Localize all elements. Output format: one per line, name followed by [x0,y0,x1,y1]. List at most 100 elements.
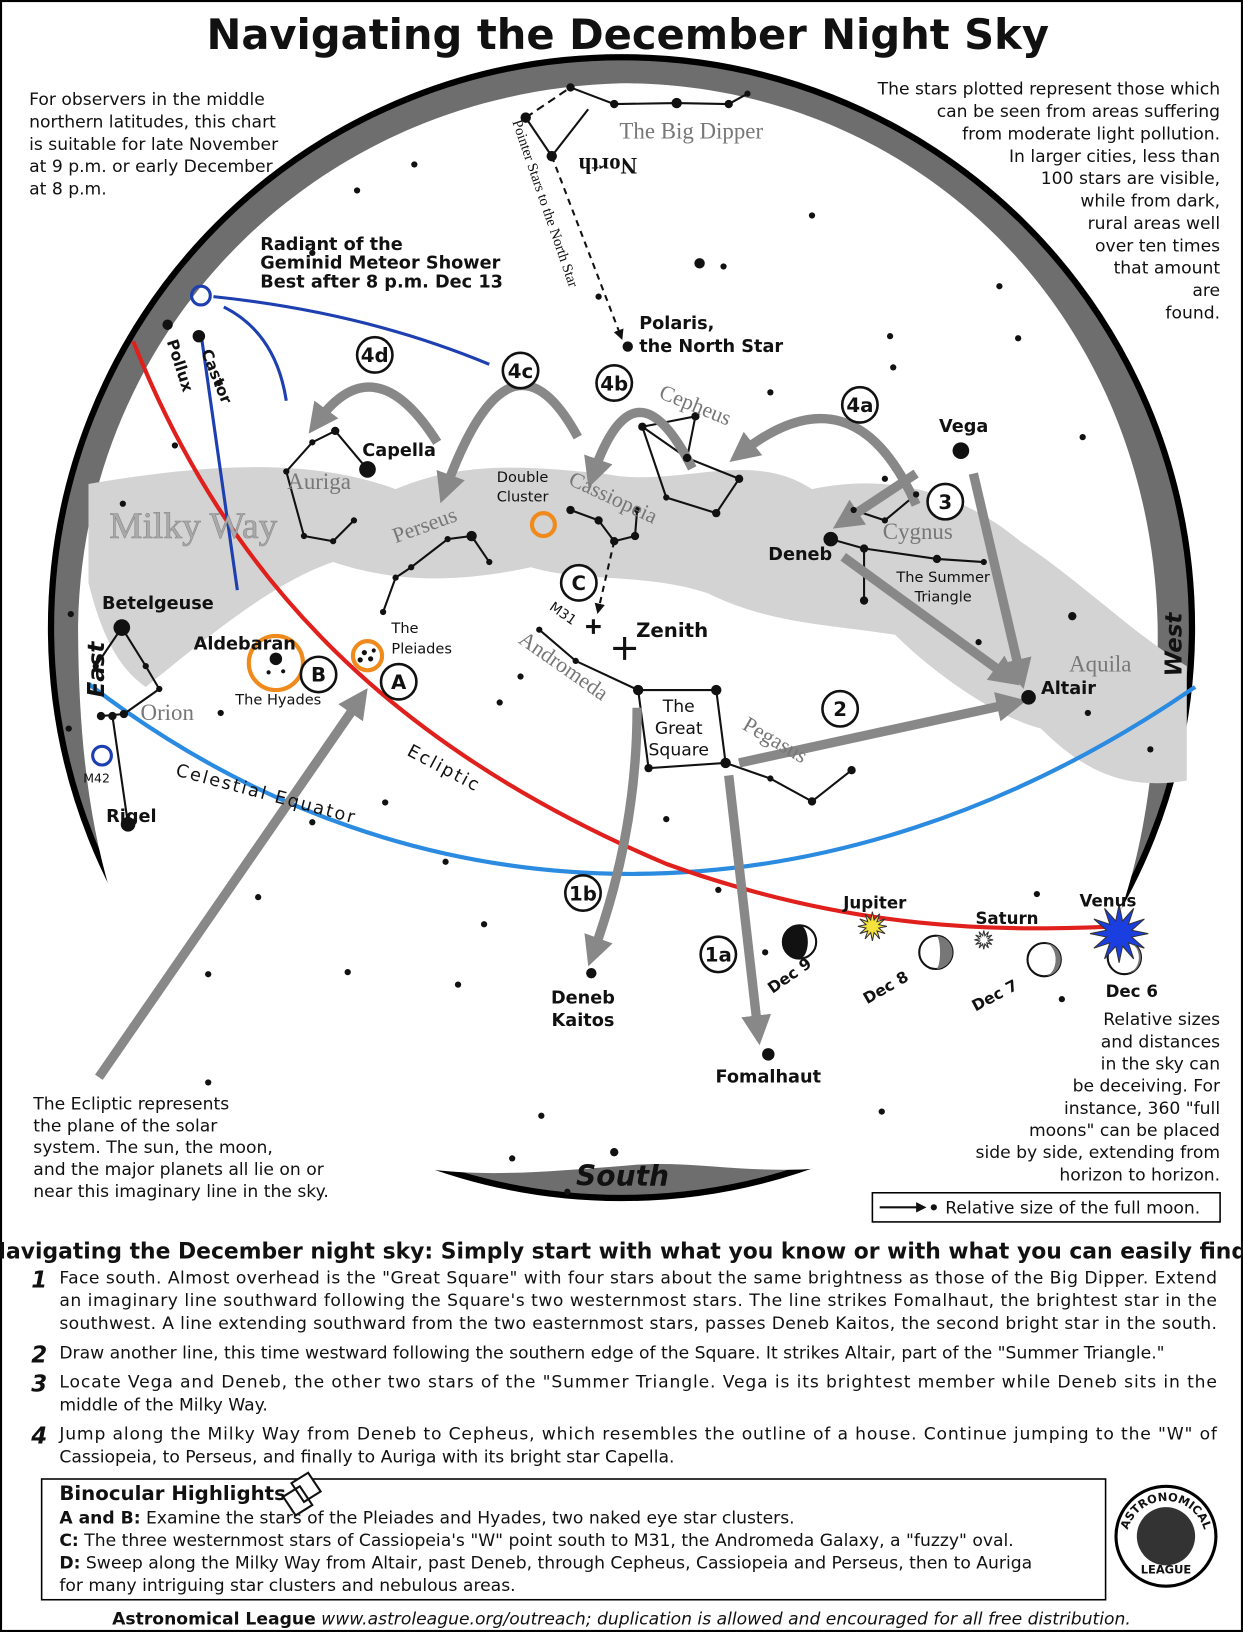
label: Great [655,719,703,739]
light-pollution-note: can be seen from areas suffering [937,102,1220,122]
star [887,333,893,339]
star [715,887,721,893]
star [359,461,376,478]
star [744,91,750,97]
binocular-text: Sweep along the Milky Way from Altair, p… [80,1554,1032,1574]
star [851,507,857,513]
star [671,98,681,108]
star [725,100,733,108]
instructions-heading: Navigating the December night sky: Simpl… [0,1239,1243,1264]
moon-note: side by side, extending from [976,1143,1221,1163]
star [711,685,721,695]
star [481,921,487,927]
star [633,685,643,695]
star [610,100,618,108]
step-badge-label: 4b [600,372,628,395]
star [205,971,211,977]
step-number: 3 [31,1372,47,1398]
star [345,969,351,975]
star [255,894,261,900]
star [309,439,315,445]
star [382,799,388,805]
label: Radiant of the [260,235,402,255]
label: Aquila [1069,651,1131,676]
star [497,699,503,705]
step-text: middle of the Milky Way. [59,1395,267,1415]
binocular-line: D: Sweep along the Milky Way from Altair… [59,1554,1032,1574]
star [860,596,868,604]
light-pollution-note: over ten times [1095,236,1220,256]
label: East [84,641,110,698]
ecliptic-note: system. The sun, the moon, [33,1138,273,1158]
star [66,725,72,731]
star [1015,335,1021,341]
star [1034,891,1040,897]
binocular-label: C: [59,1531,78,1551]
star [623,341,633,351]
label: M42 [83,771,110,786]
star [380,609,386,615]
star [762,949,768,955]
star [566,83,574,91]
light-pollution-note: found. [1165,303,1220,323]
star [663,494,669,500]
star [683,454,691,462]
footer-org: Astronomical League [112,1610,316,1630]
label: Deneb [551,988,615,1008]
star [1147,746,1153,752]
star [566,506,574,514]
observer-note: at 9 p.m. or early December [29,157,273,177]
label: The Summer [895,569,990,586]
star [68,611,74,617]
star [564,1189,570,1195]
star [712,509,720,517]
star [442,859,448,865]
label: Cygnus [883,519,953,544]
label: Auriga [287,469,351,494]
star [663,816,669,822]
star [392,575,398,581]
label: Zenith [636,619,708,642]
label: The [390,620,418,637]
light-pollution-note: rural areas well [1088,214,1220,234]
label: Polaris, [639,314,714,334]
star [933,555,941,563]
label: Double [497,469,549,486]
star [301,533,307,539]
star [644,764,652,772]
moon-note: horizon to horizon. [1059,1165,1220,1185]
moon-note: instance, 360 "full [1064,1099,1220,1119]
star [879,1108,885,1114]
star [538,1113,544,1119]
star [547,151,557,161]
star [193,330,205,342]
star [351,517,357,523]
binocular-text: Examine the stars of the Pleiades and Hy… [141,1509,795,1529]
label: The Big Dipper [619,118,763,143]
label: Pleiades [391,641,452,658]
label: South [576,1159,669,1192]
star [368,656,373,661]
star [1085,710,1091,716]
star [466,531,476,541]
star [97,712,105,720]
star [267,670,271,674]
star [1068,612,1076,620]
star [509,1155,515,1161]
star [975,639,981,645]
legend-label: Relative size of the full moon. [945,1199,1200,1219]
star [172,442,178,448]
moon-note: in the sky can [1101,1055,1220,1075]
step-badge-label: C [572,572,587,595]
star [913,491,919,497]
star [281,669,285,673]
step-badge-label: 2 [833,698,847,721]
star [411,161,417,167]
star [610,537,618,545]
label: Fomalhaut [716,1067,822,1087]
moon-note: Relative sizes [1103,1010,1220,1030]
ecliptic-note: and the major planets all lie on or [33,1160,324,1180]
star [354,187,360,193]
label: Jupiter [842,894,907,913]
star [953,442,970,459]
